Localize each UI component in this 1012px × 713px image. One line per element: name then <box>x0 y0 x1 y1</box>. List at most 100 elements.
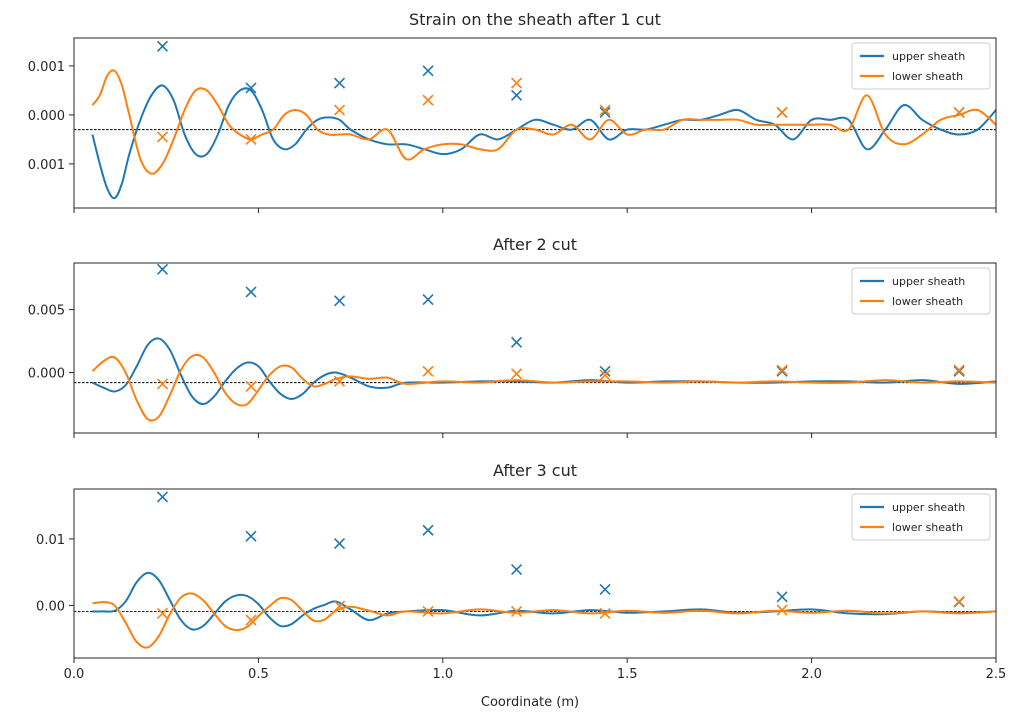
scatter-marker <box>333 77 346 89</box>
marker-stroke <box>776 106 788 119</box>
marker-stroke <box>510 563 523 576</box>
scatter-marker <box>245 82 257 94</box>
scatter-marker <box>333 600 346 612</box>
chart-title: After 2 cut <box>493 235 577 254</box>
scatter-marker <box>422 94 434 106</box>
marker-stroke <box>953 595 965 608</box>
y-tick-label: 0.00 <box>36 599 65 614</box>
chart-panel-2: After 2 cut 0.005 0.000 upper sheath lower s… <box>28 235 997 438</box>
marker-stroke <box>245 530 257 542</box>
marker-stroke <box>510 605 523 617</box>
axes-frame <box>73 488 997 659</box>
marker-stroke <box>333 77 346 89</box>
legend-item-upper-sheath-label: upper sheath <box>892 50 965 63</box>
scatter-marker <box>333 295 346 307</box>
marker-stroke <box>510 368 523 380</box>
marker-stroke <box>776 604 788 616</box>
scatter-marker <box>776 106 788 119</box>
x-tick-label: 0.5 <box>248 667 269 682</box>
scatter-marker <box>599 583 611 596</box>
marker-stroke <box>510 77 523 89</box>
scatter-marker <box>156 491 169 503</box>
marker-stroke <box>156 378 169 390</box>
marker-stroke <box>156 263 169 275</box>
chart-title: After 3 cut <box>493 461 577 480</box>
legend-item-upper-sheath-label: upper sheath <box>892 501 965 514</box>
marker-stroke <box>156 40 169 52</box>
lower-sheath-line <box>92 592 996 649</box>
scatter-marker <box>510 368 523 380</box>
marker-stroke <box>599 365 611 377</box>
marker-stroke <box>599 106 611 119</box>
marker-stroke <box>953 106 965 119</box>
chart-panel-3: After 3 cut 0.0 0.5 1.0 1.5 2.0 2.5 0.01 0.00 upp… <box>36 461 1006 682</box>
marker-stroke <box>245 133 257 145</box>
legend-box <box>851 267 991 315</box>
upper-sheath-line <box>91 84 996 200</box>
scatter-marker <box>953 595 965 608</box>
scatter-marker <box>599 369 611 381</box>
scatter-marker <box>953 106 965 119</box>
scatter-marker <box>333 375 346 387</box>
scatter-marker <box>510 77 523 89</box>
scatter-marker <box>599 104 611 116</box>
y-tick-label: 0.000 <box>28 109 65 124</box>
scatter-marker <box>156 40 169 52</box>
x-tick-label: 0.0 <box>64 667 85 682</box>
marker-stroke <box>776 365 788 377</box>
x-tick-label: 1.0 <box>432 667 453 682</box>
legend: upper sheath lower sheath <box>851 42 991 90</box>
scatter-marker <box>510 563 523 576</box>
legend: upper sheath lower sheath <box>851 493 991 541</box>
marker-stroke <box>776 364 788 376</box>
marker-stroke <box>599 369 611 381</box>
scatter-marker <box>245 133 257 145</box>
scatter-marker <box>510 89 523 101</box>
scatter-marker <box>333 537 346 550</box>
marker-stroke <box>333 295 346 307</box>
scatter-marker <box>156 607 169 619</box>
marker-stroke <box>333 375 346 387</box>
marker-stroke <box>510 89 523 101</box>
marker-stroke <box>156 491 169 503</box>
plot-area <box>91 263 996 422</box>
scatter-marker <box>422 65 434 77</box>
legend-box <box>851 42 991 90</box>
y-tick-label: 0.005 <box>28 304 65 319</box>
y-tick-label: 0.001 <box>28 60 65 75</box>
scatter-marker <box>776 604 788 616</box>
scatter-marker <box>599 106 611 119</box>
x-tick-label: 1.5 <box>617 667 638 682</box>
scatter-marker <box>953 365 965 377</box>
marker-stroke <box>599 104 611 116</box>
scatter-marker <box>245 380 257 392</box>
marker-stroke <box>333 600 346 612</box>
marker-stroke <box>422 293 434 306</box>
legend-item-lower-sheath-label: lower sheath <box>892 295 963 308</box>
scatter-marker <box>245 286 257 298</box>
marker-stroke <box>245 380 257 392</box>
scatter-marker <box>776 365 788 377</box>
scatter-marker <box>422 365 434 377</box>
scatter-marker <box>510 605 523 617</box>
marker-stroke <box>422 524 434 536</box>
scatter-marker <box>599 607 611 619</box>
plot-area <box>92 491 996 649</box>
marker-stroke <box>599 607 611 619</box>
plot-area <box>91 40 996 200</box>
lower-sheath-line <box>91 69 996 175</box>
marker-stroke <box>953 365 965 377</box>
y-tick-label: 0.01 <box>36 533 65 548</box>
legend-box <box>851 493 991 541</box>
marker-stroke <box>422 365 434 377</box>
scatter-marker <box>776 591 788 603</box>
upper-sheath-line <box>92 337 996 406</box>
marker-stroke <box>333 537 346 550</box>
axes-frame <box>73 37 997 209</box>
chart-title: Strain on the sheath after 1 cut <box>409 10 661 29</box>
scatter-marker <box>422 524 434 536</box>
chart-panel-1: Strain on the sheath after 1 cut 0.001 0.0… <box>28 10 997 213</box>
scatter-marker <box>245 614 257 626</box>
marker-stroke <box>422 65 434 77</box>
